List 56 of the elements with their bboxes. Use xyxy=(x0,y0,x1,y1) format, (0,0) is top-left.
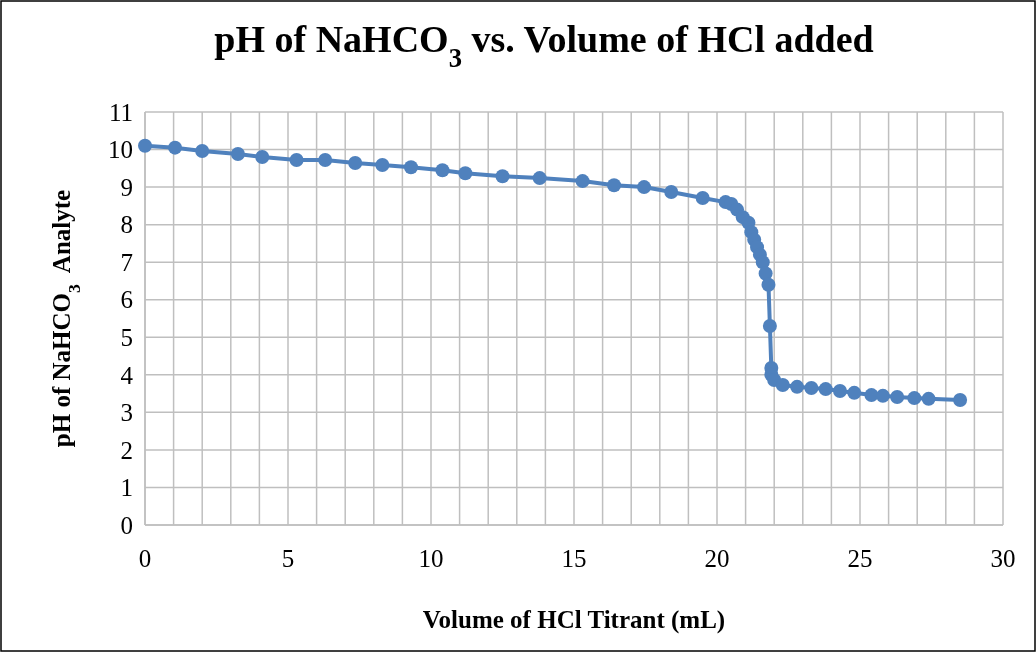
point xyxy=(138,138,152,153)
chart-title: pH of NaHCO$_{3}$ vs. Volume of HCl added xyxy=(214,18,874,73)
y-tick-label: 2 xyxy=(120,436,133,464)
y-tick-label: 6 xyxy=(120,286,133,314)
y-tick-label: 5 xyxy=(120,324,133,352)
point xyxy=(762,319,777,334)
x-tick-label: 10 xyxy=(418,545,444,572)
point xyxy=(403,160,418,175)
point xyxy=(875,388,890,403)
point xyxy=(864,388,879,403)
y-tick-label: 11 xyxy=(108,98,133,126)
point xyxy=(575,174,590,189)
point xyxy=(495,169,510,184)
point xyxy=(832,383,847,398)
y-tick-label: 7 xyxy=(120,248,133,276)
y-tick-label: 9 xyxy=(120,173,133,201)
point xyxy=(230,147,245,162)
y-tick-label: 3 xyxy=(120,399,133,427)
point xyxy=(607,178,622,193)
point xyxy=(804,380,819,395)
point xyxy=(755,255,770,270)
y-tick-label: 0 xyxy=(120,511,133,539)
point xyxy=(761,277,776,292)
point xyxy=(532,171,547,186)
point xyxy=(375,157,390,172)
point xyxy=(818,382,833,397)
point xyxy=(348,156,363,171)
point xyxy=(953,392,968,407)
x-tick-label: 15 xyxy=(561,545,587,572)
point xyxy=(847,385,862,400)
y-tick-label: 8 xyxy=(120,211,133,239)
point xyxy=(664,184,679,199)
point xyxy=(435,163,450,178)
x-axis-title: Volume of HCl Titrant (mL) xyxy=(422,606,726,634)
point xyxy=(695,190,710,205)
x-tick-label: 5 xyxy=(281,545,295,572)
point xyxy=(758,266,773,281)
y-tick-label: 1 xyxy=(120,474,133,502)
x-tick-label: 25 xyxy=(847,545,873,572)
point xyxy=(289,153,304,168)
x-tick-label: 20 xyxy=(704,545,730,572)
x-tick-label: 30 xyxy=(990,545,1016,572)
y-tick-label: 10 xyxy=(108,136,133,164)
point xyxy=(890,389,905,404)
point xyxy=(168,140,183,155)
point xyxy=(637,180,652,195)
x-tick-label: 0 xyxy=(138,545,152,572)
y-tick-label: 4 xyxy=(120,361,134,389)
point xyxy=(775,377,790,392)
point xyxy=(790,379,805,394)
point xyxy=(458,166,473,181)
point xyxy=(195,144,210,159)
point xyxy=(318,153,333,168)
point xyxy=(907,391,922,406)
point xyxy=(255,150,270,165)
point xyxy=(921,391,936,406)
